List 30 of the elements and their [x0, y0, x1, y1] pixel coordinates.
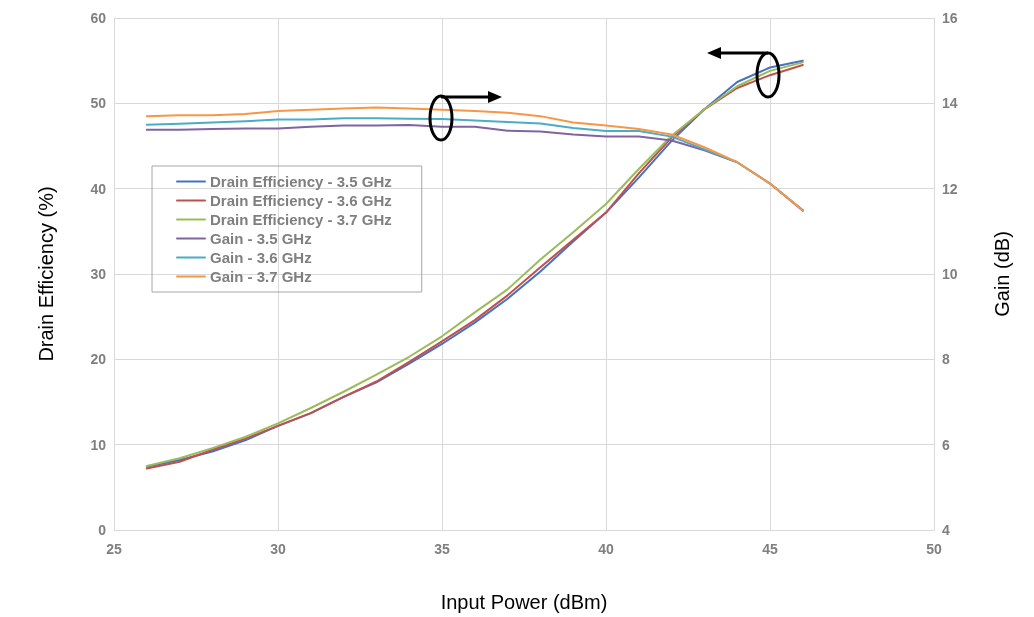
x-tick-label: 50 — [926, 541, 942, 557]
y-axis-title: Drain Efficiency (%) — [35, 186, 57, 362]
y-tick-label: 0 — [98, 522, 107, 538]
line-series — [145, 124, 804, 212]
y-tick-label: 40 — [90, 180, 107, 197]
legend-label: Drain Efficiency - 3.5 GHz — [210, 173, 392, 190]
y2-tick-label: 16 — [942, 10, 958, 26]
y-tick-label: 50 — [90, 95, 107, 112]
y2-tick-label: 14 — [942, 95, 958, 112]
x-tick-label: 25 — [106, 541, 122, 557]
x-tick-label: 35 — [434, 541, 450, 557]
y-tick-label: 20 — [90, 351, 107, 368]
x-tick-label: 30 — [270, 541, 286, 557]
legend-label: Drain Efficiency - 3.7 GHz — [210, 211, 392, 228]
y2-tick-label: 6 — [942, 436, 950, 453]
y-tick-label: 10 — [90, 436, 107, 453]
y2-tick-label: 12 — [942, 180, 958, 197]
x-tick-label: 40 — [598, 541, 614, 557]
legend-label: Gain - 3.7 GHz — [210, 268, 312, 285]
x-axis-title: Input Power (dBm) — [440, 591, 608, 613]
y-tick-label: 60 — [90, 10, 107, 26]
legend-label: Drain Efficiency - 3.6 GHz — [210, 192, 392, 209]
x-tick-label: 45 — [762, 541, 778, 557]
legend-label: Gain - 3.6 GHz — [210, 249, 312, 266]
y2-tick-label: 4 — [942, 522, 950, 538]
y-tick-label: 30 — [90, 266, 107, 282]
y2-axis-title: Gain (dB) — [991, 231, 1013, 317]
legend-label: Gain - 3.5 GHz — [210, 230, 312, 247]
y2-tick-label: 10 — [942, 266, 958, 282]
y2-tick-label: 8 — [942, 351, 950, 368]
